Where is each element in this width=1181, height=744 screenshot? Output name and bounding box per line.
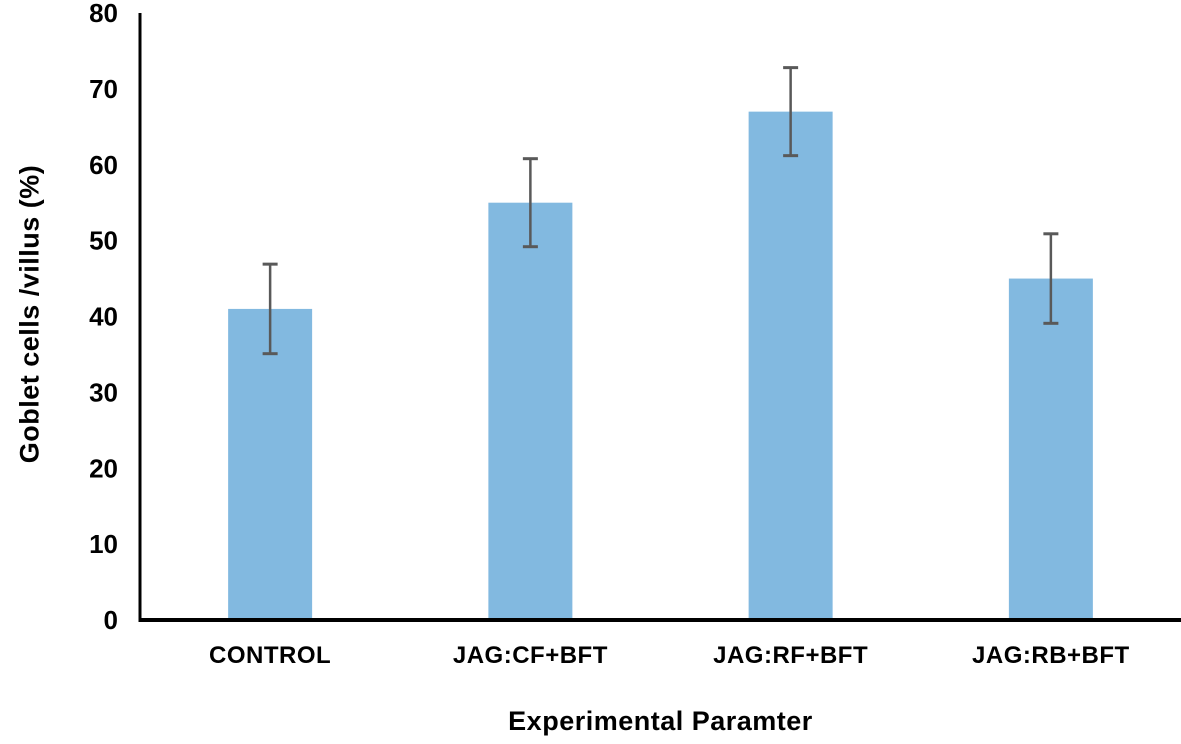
y-tick-label-20: 20 xyxy=(89,453,118,483)
y-tick-label-30: 30 xyxy=(89,377,118,407)
bar-jag-cf-bft xyxy=(488,202,573,618)
y-tick-label-50: 50 xyxy=(89,226,118,256)
x-category-label: JAG:RF+BFT xyxy=(713,642,868,669)
x-axis-title: Experimental Paramter xyxy=(508,706,813,736)
bar-jag-rb-bft xyxy=(1008,278,1093,618)
x-category-label: CONTROL xyxy=(209,642,331,669)
y-tick-label-70: 70 xyxy=(89,74,118,104)
y-tick-label-60: 60 xyxy=(89,150,118,180)
y-tick-label-0: 0 xyxy=(104,605,118,635)
y-tick-label-10: 10 xyxy=(89,529,118,559)
y-tick-label-40: 40 xyxy=(89,302,118,332)
bar-jag-rf-bft xyxy=(748,111,833,618)
y-tick-label-80: 80 xyxy=(89,0,118,28)
x-category-label: JAG:RB+BFT xyxy=(972,642,1130,669)
bar-control xyxy=(228,308,313,618)
x-category-label: JAG:CF+BFT xyxy=(453,642,608,669)
y-axis-title: Goblet cells /villus (%) xyxy=(14,164,45,464)
